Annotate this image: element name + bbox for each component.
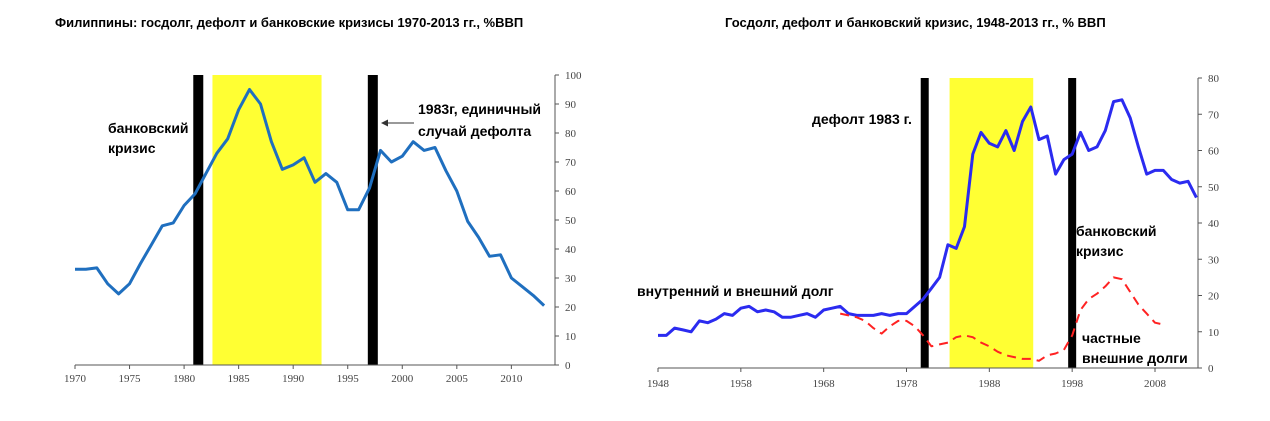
event-bar-2	[367, 75, 378, 365]
annotation-banking-crisis: кризис	[108, 140, 156, 156]
x-tick-label: 2008	[1144, 378, 1167, 390]
y-tick-label: 40	[565, 244, 577, 256]
series-private-external-debt-line	[839, 276, 1164, 362]
y-tick-label: 10	[565, 331, 577, 343]
y-tick-label: 60	[1208, 146, 1220, 158]
x-tick-label: 1998	[1061, 378, 1084, 390]
annotation-default-1983: случай дефолта	[418, 123, 531, 139]
label-private-external-debt: частные	[1082, 330, 1141, 346]
y-tick-label: 50	[565, 215, 577, 227]
y-tick-label: 60	[565, 186, 577, 198]
y-tick-label: 40	[1208, 218, 1220, 230]
x-tick-label: 1995	[337, 373, 360, 385]
y-tick-label: 80	[1208, 73, 1220, 85]
label-total-debt: внутренний и внешний долг	[637, 283, 834, 299]
chart-1-title: Филиппины: госдолг, дефолт и банковские …	[55, 15, 524, 30]
x-tick-label: 1975	[119, 373, 142, 385]
y-tick-label: 70	[1208, 109, 1220, 121]
annotation-banking-crisis: банковский	[108, 120, 189, 136]
chart-1-philippines-debt: 1970 1975 1980 1985 1990 1995 2000 2005 20100102…	[64, 70, 582, 385]
y-tick-label: 30	[1208, 254, 1220, 266]
x-tick-label: 2000	[391, 373, 414, 385]
series-line-0	[75, 88, 546, 307]
annotation-default-1983: дефолт 1983 г.	[812, 111, 912, 127]
y-tick-label: 20	[565, 302, 577, 314]
y-tick-label: 50	[1208, 182, 1220, 194]
y-tick-label: 0	[565, 360, 571, 372]
y-tick-label: 70	[565, 157, 577, 169]
event-bar-2	[1068, 78, 1077, 368]
y-tick-label: 20	[1208, 291, 1220, 303]
x-tick-label: 1988	[978, 378, 1001, 390]
x-tick-label: 1948	[647, 378, 670, 390]
series-total-debt-line	[658, 98, 1198, 337]
x-tick-label: 1978	[896, 378, 919, 390]
highlight-band	[949, 78, 1034, 368]
event-bar-0	[920, 78, 929, 368]
x-tick-label: 1980	[173, 373, 196, 385]
x-tick-label: 1985	[228, 373, 251, 385]
y-tick-label: 0	[1208, 363, 1214, 375]
y-tick-label: 90	[565, 99, 577, 111]
x-tick-label: 2010	[500, 373, 523, 385]
x-tick-label: 1990	[282, 373, 305, 385]
y-tick-label: 30	[565, 273, 577, 285]
y-tick-label: 80	[565, 128, 577, 140]
annotation-arrowhead	[381, 119, 388, 127]
annotation-banking-crisis: кризис	[1076, 243, 1124, 259]
annotation-banking-crisis: банковский	[1076, 223, 1157, 239]
event-bar-0	[193, 75, 204, 365]
x-tick-label: 1970	[64, 373, 87, 385]
y-tick-label: 100	[565, 70, 582, 82]
annotation-default-1983: 1983г, единичный	[418, 101, 541, 117]
label-private-external-debt: внешние долги	[1082, 350, 1188, 366]
chart-2-title: Госдолг, дефолт и банковский кризис, 194…	[725, 15, 1106, 30]
x-tick-label: 1958	[730, 378, 753, 390]
x-tick-label: 2005	[446, 373, 469, 385]
x-tick-label: 1968	[813, 378, 836, 390]
y-tick-label: 10	[1208, 327, 1220, 339]
